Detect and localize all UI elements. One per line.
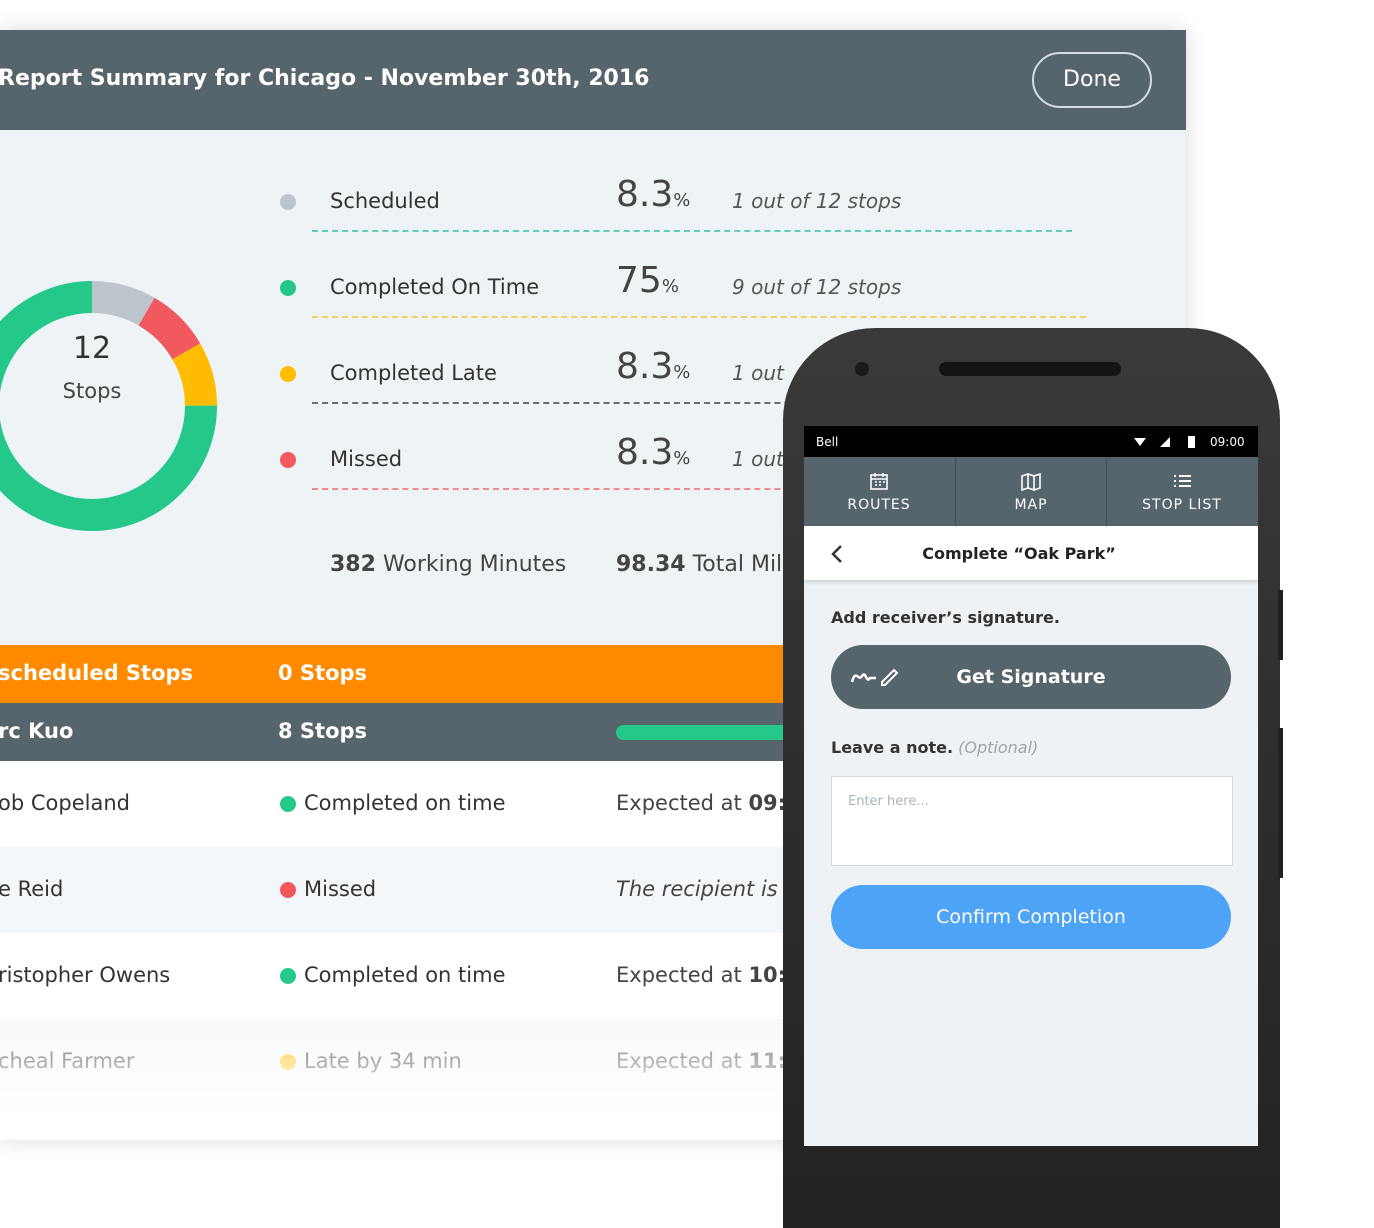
legend-divider <box>312 402 1072 404</box>
camera <box>855 362 869 376</box>
tab-icon <box>1174 475 1191 487</box>
side-button <box>1278 590 1283 660</box>
report-header: Report Summary for Chicago - November 30… <box>0 30 1186 130</box>
signature-prompt: Add receiver’s signature. <box>831 608 1060 627</box>
progress-bar <box>616 725 816 740</box>
tab-label: STOP LIST <box>1142 497 1222 513</box>
phone-screen: Bell 09:00 Complete “Oak Park” Add recei… <box>804 426 1258 1146</box>
legend-label: Missed <box>330 447 403 471</box>
legend-value: 8.3 <box>616 346 674 387</box>
side-button <box>1278 728 1283 878</box>
stop-note: The recipient is no <box>616 877 811 901</box>
legend-unit: % <box>661 276 679 297</box>
tab-icon <box>1021 472 1041 491</box>
legend-dot <box>280 366 296 382</box>
donut-segment <box>91 281 155 326</box>
report-title: Report Summary for Chicago - November 30… <box>0 66 650 91</box>
legend-dot <box>280 194 296 210</box>
legend-label: Scheduled <box>330 189 440 213</box>
legend-value-wrap: 8.3% <box>616 346 690 387</box>
legend-dot <box>280 280 296 296</box>
summary-label: Working Minutes <box>382 552 567 577</box>
stop-name: ob Copeland <box>0 791 130 815</box>
note-prompt: Leave a note. <box>831 738 954 757</box>
note-input[interactable]: Enter here... <box>831 776 1233 866</box>
legend-unit: % <box>673 448 691 469</box>
tab-icon <box>870 473 888 490</box>
note-optional: (Optional) <box>958 738 1039 757</box>
title-bar <box>804 526 1258 580</box>
summary-item: 98.34 Total Mile <box>616 552 796 577</box>
legend-dot <box>280 452 296 468</box>
donut-center-value: 12 <box>73 331 111 366</box>
confirm-button[interactable]: Confirm Completion <box>831 885 1231 949</box>
legend-divider <box>312 316 1086 318</box>
legend-unit: % <box>673 362 691 383</box>
clock: 09:00 <box>1210 435 1245 449</box>
done-button[interactable]: Done <box>1032 52 1152 108</box>
tab[interactable]: ROUTES <box>804 457 954 526</box>
tab-label: MAP <box>1014 497 1048 513</box>
donut-segment <box>138 297 201 360</box>
status-dot <box>280 796 296 812</box>
donut-center-label: Stops <box>63 379 122 403</box>
note-text: The recipient is no <box>616 877 811 901</box>
legend-value-wrap: 75% <box>616 260 679 301</box>
signature-icon <box>850 668 899 686</box>
tab[interactable]: MAP <box>955 457 1106 526</box>
carrier: Bell <box>816 435 839 449</box>
summary-label: Total Mile <box>692 552 796 577</box>
legend-detail: 1 out of 12 stops <box>732 189 902 213</box>
phone: Bell 09:00 Complete “Oak Park” Add recei… <box>783 328 1283 1228</box>
donut-chart: 12 Stops <box>0 281 217 531</box>
legend-divider <box>312 488 1072 490</box>
legend-label: Completed On Time <box>330 275 540 299</box>
tab-label: ROUTES <box>847 497 911 513</box>
legend-unit: % <box>673 190 691 211</box>
legend-value: 75 <box>616 260 662 301</box>
summary-value: 98.34 <box>616 552 686 577</box>
summary-value: 382 <box>330 552 376 577</box>
legend-value-wrap: 8.3% <box>616 432 690 473</box>
screen-title: Complete “Oak Park” <box>922 544 1116 563</box>
back-button[interactable] <box>830 544 844 564</box>
stop-status: Missed <box>304 877 377 901</box>
stop-name: e Reid <box>0 877 64 901</box>
legend-value: 8.3 <box>616 174 674 215</box>
stop-note: Expected at 09:2 <box>616 791 801 815</box>
tab-bar <box>804 457 1258 526</box>
page: Report Summary for Chicago - November 30… <box>0 30 1374 1228</box>
group-name: rc Kuo <box>0 719 74 743</box>
speaker <box>939 362 1121 376</box>
legend-detail: 1 out <box>732 361 784 385</box>
legend-detail: 9 out of 12 stops <box>732 275 902 299</box>
signature-button[interactable]: Get Signature <box>831 645 1231 709</box>
summary-item: 382 Working Minutes <box>330 552 566 577</box>
status-icons <box>1134 436 1195 448</box>
stop-status: Completed on time <box>304 791 506 815</box>
status-bar <box>804 426 1258 457</box>
note-text: Expected at <box>616 791 749 815</box>
legend-value-wrap: 8.3% <box>616 174 690 215</box>
group-name: scheduled Stops <box>0 661 194 685</box>
legend-detail: 1 out <box>732 447 784 471</box>
tab[interactable]: STOP LIST <box>1106 457 1257 526</box>
legend-label: Completed Late <box>330 361 497 385</box>
note-placeholder: Enter here... <box>848 794 929 809</box>
legend-divider <box>312 230 1072 232</box>
legend-value: 8.3 <box>616 432 674 473</box>
group-count: 0 Stops <box>278 661 368 685</box>
status-dot <box>280 882 296 898</box>
donut-segment <box>172 343 217 407</box>
note-prompt-wrap: Leave a note. (Optional) <box>831 738 1038 757</box>
donut-segment <box>0 281 217 531</box>
group-count: 8 Stops <box>278 719 368 743</box>
